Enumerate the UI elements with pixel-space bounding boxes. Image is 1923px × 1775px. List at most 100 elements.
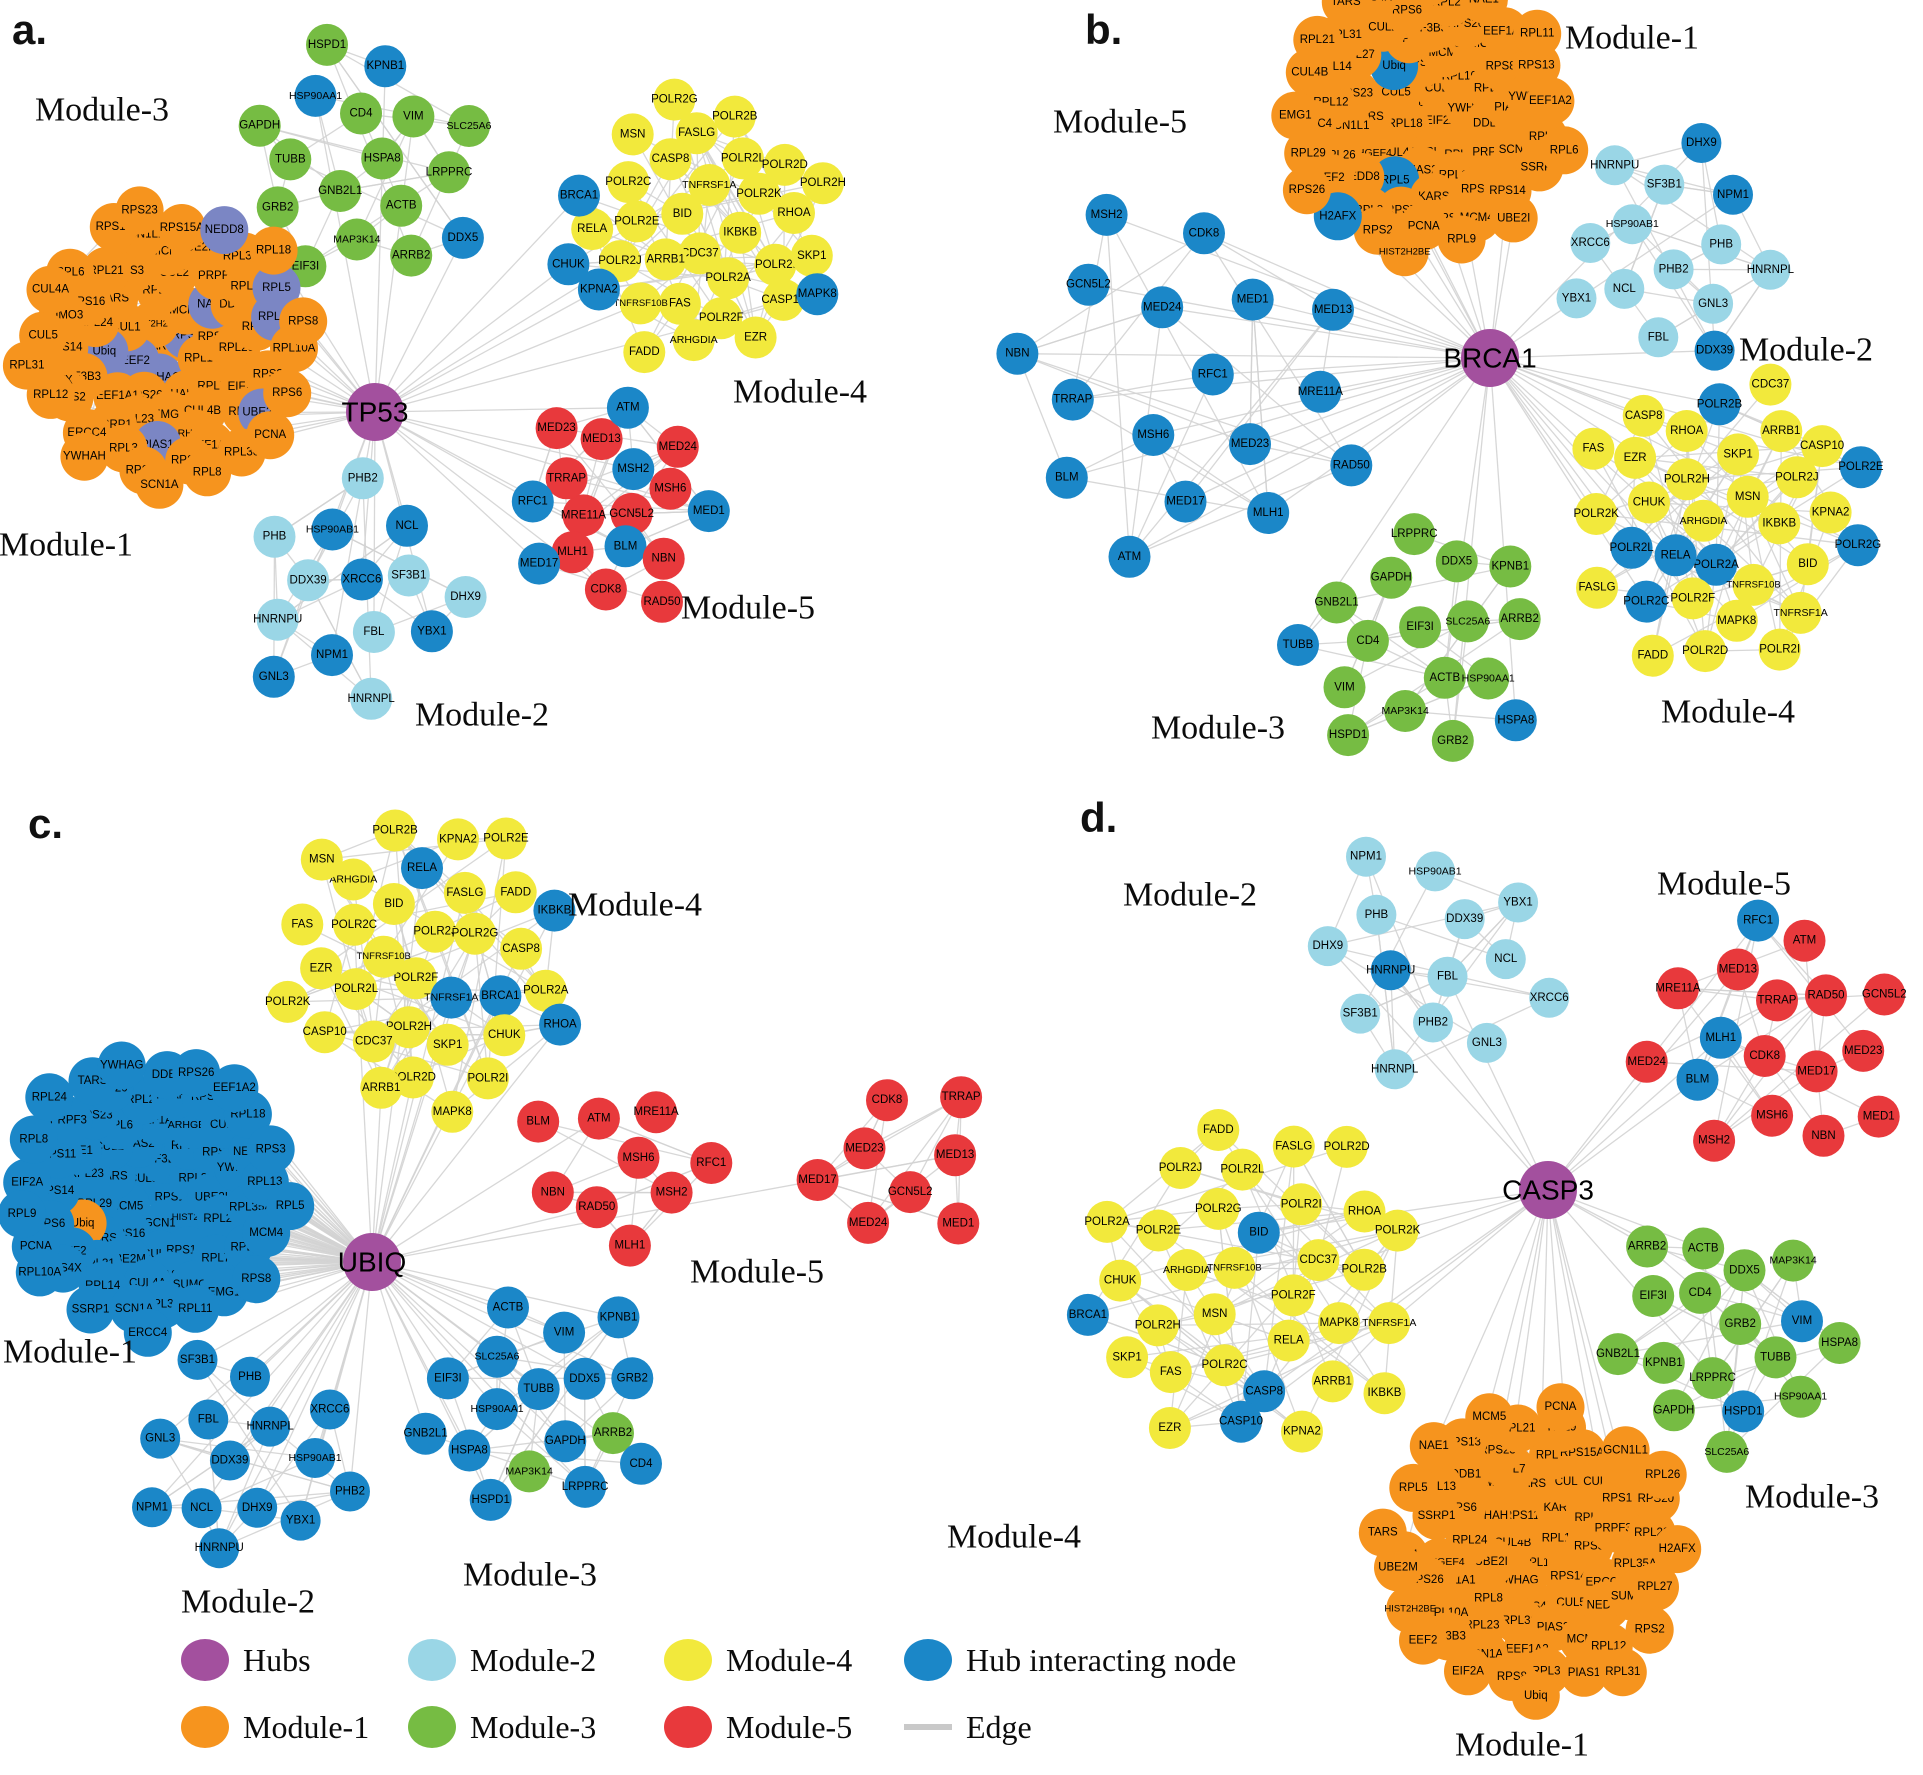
hub-edge bbox=[1017, 353, 1491, 359]
gene-node bbox=[1271, 91, 1320, 140]
gene-label: SKP1 bbox=[1112, 1351, 1141, 1363]
edge bbox=[1677, 987, 1827, 997]
gene-label: GAPDH bbox=[1371, 572, 1412, 584]
gene-label: POLR2D bbox=[762, 159, 808, 171]
gene-label: POLR2L bbox=[1610, 542, 1655, 554]
gene-node bbox=[60, 432, 109, 481]
edge bbox=[1673, 1270, 1746, 1411]
gene-label: POLR2F bbox=[699, 312, 744, 324]
gene-label: EIF3I bbox=[434, 1372, 461, 1384]
hub-edge bbox=[269, 1261, 373, 1427]
edge bbox=[1646, 1061, 1817, 1073]
module-label: Module-3 bbox=[1151, 710, 1285, 747]
gene-node bbox=[1754, 1336, 1797, 1379]
gene-node bbox=[1383, 0, 1431, 35]
gene-node bbox=[280, 1500, 321, 1541]
hub-label: CASP3 bbox=[1502, 1175, 1594, 1206]
gene-node bbox=[1779, 1375, 1822, 1418]
gene-node bbox=[428, 151, 470, 194]
gene-label: NCL bbox=[395, 520, 419, 532]
gene-node bbox=[183, 448, 232, 497]
edge bbox=[1743, 1270, 1802, 1397]
gene-label: YWHAG bbox=[100, 1060, 144, 1072]
panel-d: FBL HNRNPU DDX39 PHB2 PHB NCL SF3B1 HSP90AB1 GNL… bbox=[947, 794, 1907, 1764]
gene-label: ARHGDIA bbox=[1163, 1264, 1211, 1276]
gene-node bbox=[332, 858, 375, 901]
gene-label: RHOA bbox=[543, 1019, 577, 1031]
gene-label: VIM bbox=[1334, 681, 1354, 693]
gene-label: HSPD1 bbox=[308, 39, 346, 51]
gene-node bbox=[1513, 9, 1562, 58]
gene-label: Ubiq bbox=[1524, 1690, 1548, 1702]
gene-node bbox=[387, 1006, 430, 1049]
edge bbox=[1105, 214, 1131, 557]
hub-edge bbox=[371, 1118, 600, 1263]
gene-label: CDK8 bbox=[872, 1094, 903, 1106]
gene-label: HSP90AA1 bbox=[289, 90, 342, 102]
gene-node bbox=[1315, 581, 1358, 624]
gene-label: RPS6 bbox=[1392, 4, 1422, 16]
gene-label: LRPPRC bbox=[1689, 1372, 1736, 1384]
gene-node bbox=[177, 1339, 218, 1380]
gene-label: GAPDH bbox=[239, 120, 280, 132]
gene-node bbox=[690, 1142, 733, 1184]
gene-label: MED13 bbox=[1314, 304, 1352, 316]
gene-label: POLR2B bbox=[1342, 1264, 1388, 1276]
legend-swatch-m5 bbox=[664, 1706, 712, 1748]
gene-node bbox=[1311, 1360, 1354, 1403]
gene-label: FADD bbox=[629, 346, 660, 358]
gene-node bbox=[1272, 1125, 1315, 1168]
gene-node bbox=[1722, 1390, 1765, 1433]
module-label: Module-3 bbox=[463, 1557, 597, 1594]
hub-edge bbox=[1489, 357, 1517, 721]
edge bbox=[326, 44, 470, 127]
gene-node bbox=[597, 1296, 640, 1339]
gene-label: MCM4 bbox=[249, 1227, 283, 1239]
gene-label: GAPDH bbox=[1653, 1404, 1694, 1416]
gene-node bbox=[649, 467, 692, 510]
edge bbox=[1390, 969, 1550, 999]
gene-label: RPL21 bbox=[1300, 34, 1335, 46]
gene-label: EMG1 bbox=[208, 1286, 241, 1298]
gene-label: MSH2 bbox=[1698, 1135, 1730, 1147]
gene-label: NBN bbox=[1811, 1130, 1835, 1142]
gene-label: HSP90AA1 bbox=[470, 1403, 523, 1415]
gene-label: RPS6 bbox=[272, 387, 302, 399]
gene-node bbox=[571, 208, 614, 251]
gene-label: SF3B1 bbox=[1343, 1008, 1378, 1020]
gene-label: BID bbox=[1249, 1227, 1268, 1239]
gene-label: TNFRSF10B bbox=[614, 298, 668, 309]
gene-label: POLR2K bbox=[265, 996, 311, 1008]
gene-node bbox=[535, 407, 578, 450]
gene-label: CD4 bbox=[349, 108, 373, 120]
gene-label: HNRNPL bbox=[1747, 264, 1795, 276]
gene-node bbox=[1717, 433, 1760, 476]
gene-label: SF3B1 bbox=[391, 570, 426, 582]
gene-node bbox=[517, 1368, 560, 1411]
gene-node bbox=[232, 1255, 281, 1304]
gene-label: MRE11A bbox=[1655, 982, 1700, 994]
gene-label: POLR2H bbox=[800, 177, 846, 189]
gene-node bbox=[1699, 1016, 1742, 1059]
edge bbox=[1632, 223, 1771, 271]
hub-edge bbox=[1214, 1189, 1549, 1315]
gene-label: RPL21 bbox=[89, 265, 124, 277]
gene-node bbox=[539, 1003, 582, 1046]
gene-node bbox=[1086, 1200, 1129, 1243]
gene-node bbox=[524, 969, 567, 1012]
gene-node bbox=[485, 817, 527, 860]
gene-node bbox=[796, 1159, 839, 1201]
module-label: Module-1 bbox=[1565, 20, 1699, 57]
gene-label: BLM bbox=[1055, 472, 1079, 484]
edge bbox=[1016, 353, 1068, 478]
gene-node bbox=[1066, 1293, 1109, 1336]
gene-node bbox=[386, 504, 428, 547]
gene-node bbox=[1327, 714, 1370, 757]
gene-node bbox=[1750, 249, 1791, 290]
panel-letter: d. bbox=[1080, 794, 1117, 841]
gene-label: POLR2C bbox=[331, 919, 377, 931]
gene-label: RFC1 bbox=[1743, 915, 1773, 927]
gene-node bbox=[294, 74, 337, 117]
gene-label: GCN1L1 bbox=[1603, 1444, 1648, 1456]
gene-label: CUL5 bbox=[28, 330, 57, 342]
